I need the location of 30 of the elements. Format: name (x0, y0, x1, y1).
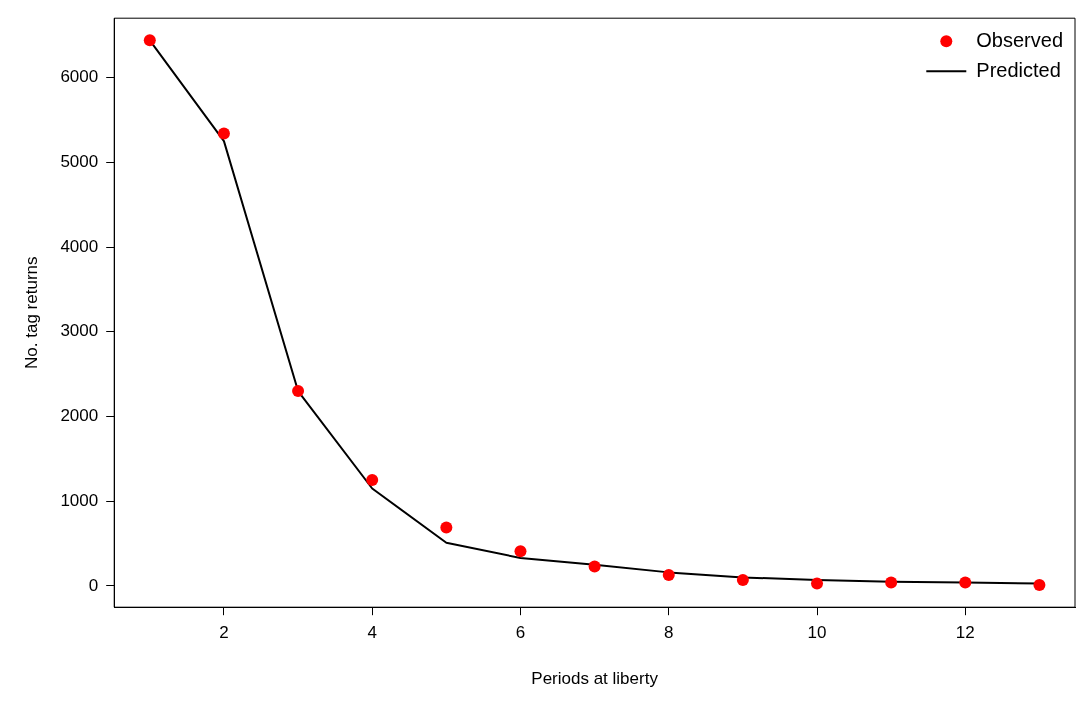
point (217, 127, 230, 140)
y-tick-label: 6000 (60, 67, 99, 87)
point (143, 34, 156, 47)
point (959, 576, 972, 589)
point (440, 521, 453, 534)
point (736, 574, 749, 586)
y-tick-label: 5000 (60, 152, 99, 171)
point (366, 474, 379, 487)
point (811, 577, 824, 590)
x-tick-label: 8 (664, 623, 674, 643)
y-tick-label: 0 (88, 575, 99, 595)
x-tick-label: 4 (367, 623, 377, 643)
y-tick-label: 2000 (60, 406, 99, 426)
y-tick-label: 3000 (60, 321, 99, 341)
y-tick-label: 4000 (60, 236, 99, 256)
x-tick-label: 2 (219, 623, 229, 643)
y-tick-label: 1000 (60, 490, 99, 510)
x-axis-title: Periods at liberty (531, 669, 659, 689)
y-axis-title: No. tag returns (21, 256, 41, 369)
point (662, 568, 675, 581)
x-tick-label: 12 (955, 623, 975, 643)
point (292, 385, 305, 398)
x-tick-label: 10 (807, 623, 827, 643)
legend-label: Predicted (976, 58, 1061, 81)
point (514, 545, 527, 558)
legend-label: Observed (976, 28, 1064, 51)
point (1033, 579, 1046, 592)
x-tick-label: 6 (515, 623, 526, 643)
point (885, 576, 898, 589)
point (588, 560, 601, 573)
